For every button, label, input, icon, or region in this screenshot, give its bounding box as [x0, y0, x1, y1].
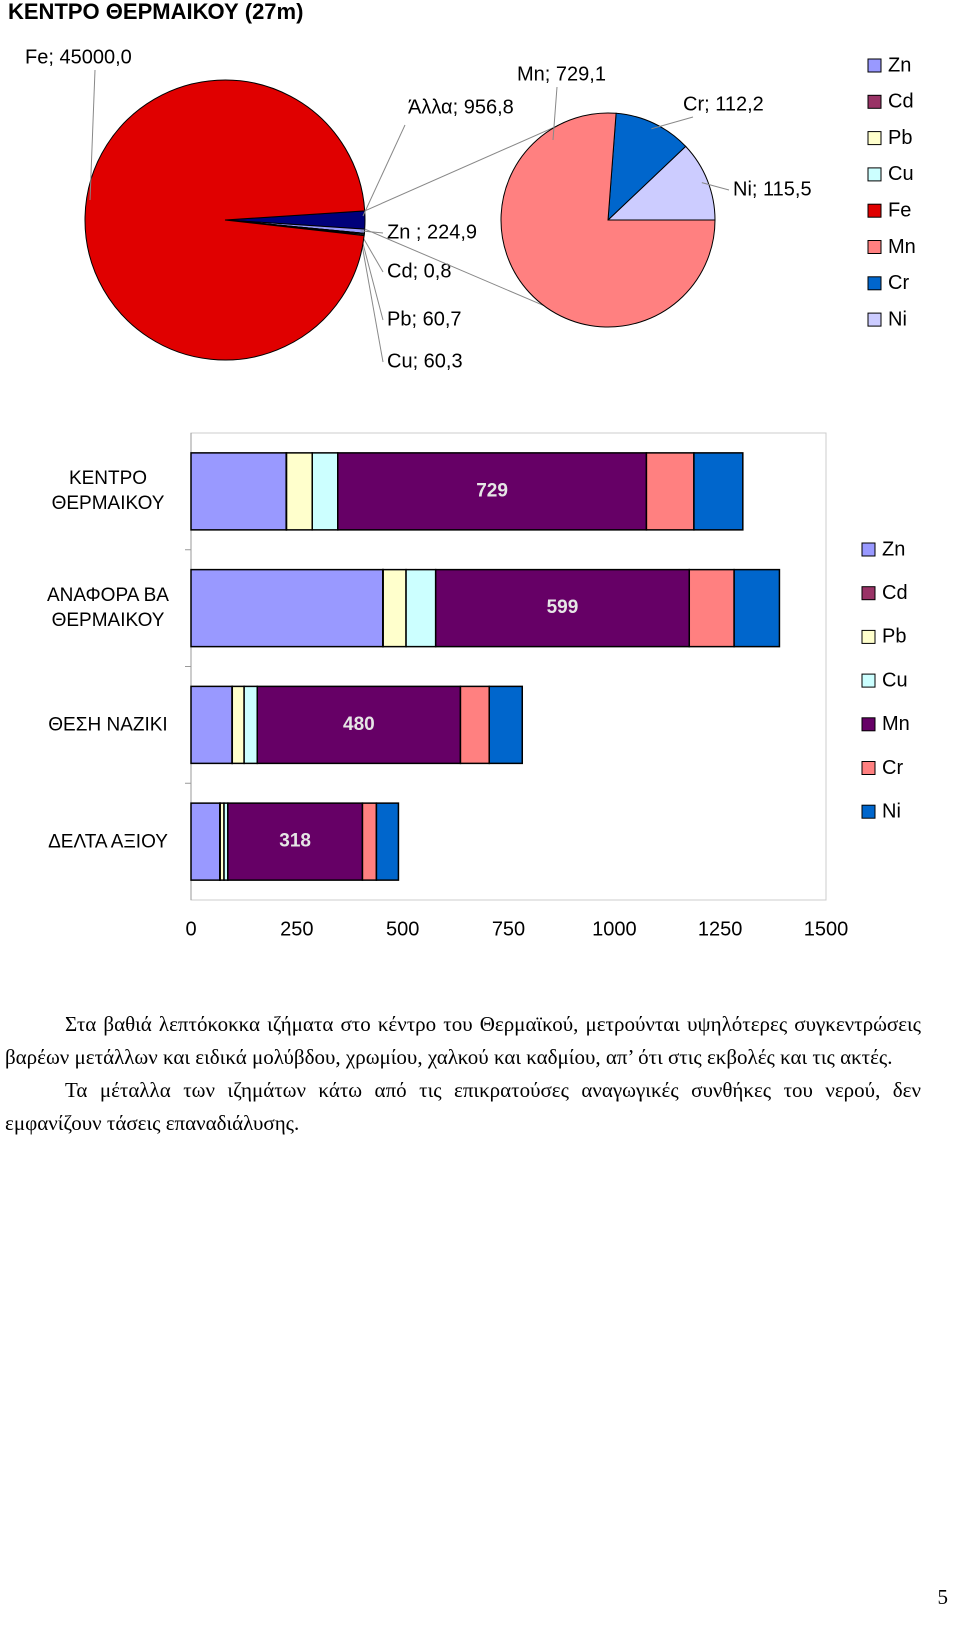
leader-line — [651, 116, 694, 130]
y-tick-label: ΚΕΝΤΡΟ ΘΕΡΜΑΙΚΟΥ — [51, 468, 165, 515]
bar-segment — [256, 685, 462, 765]
legend-swatch — [861, 629, 876, 644]
legend-swatch — [861, 673, 876, 688]
leader-line — [359, 233, 384, 321]
legend-swatch — [867, 312, 882, 327]
bar-segment — [693, 452, 744, 531]
legend-swatch — [861, 717, 876, 732]
legend-swatch — [861, 586, 876, 601]
chart-title: ΚΕΝΤΡΟ ΘΕΡΜΑΙΚΟΥ (27m) — [8, 0, 303, 24]
bar-segment — [243, 685, 259, 765]
leader-line — [364, 228, 544, 307]
bar-segment — [382, 568, 407, 648]
data-label: 480 — [343, 714, 375, 735]
y-tick-label: ΔΕΛΤΑ ΑΞΙΟΥ — [48, 831, 168, 853]
leader-line — [89, 69, 96, 201]
data-label: Mn; 729,1 — [517, 63, 606, 85]
bar-segment — [190, 802, 221, 881]
legend-label: Zn — [888, 54, 911, 76]
legend-swatch — [867, 240, 882, 254]
bar-segment — [337, 452, 648, 531]
body-text: Στα βαθιά λεπτόκοκκα ιζήματα στο κέντρο … — [5, 1008, 921, 1140]
x-tick-label: 0 — [185, 918, 196, 940]
legend-swatch — [861, 761, 876, 775]
bar-segment — [361, 802, 378, 881]
data-label: Cd; 0,8 — [387, 260, 451, 282]
bar-segment — [190, 452, 287, 531]
legend-label: Cd — [888, 91, 914, 113]
legend-swatch — [867, 203, 882, 218]
y-tick-label: ΘΕΣΗ ΝΑΖΙΚΙ — [48, 714, 168, 736]
data-label: Pb; 60,7 — [387, 308, 462, 330]
leader-line — [359, 234, 384, 363]
legend-swatch — [867, 58, 882, 73]
legend-label: Fe — [888, 199, 911, 221]
bar-segment — [375, 802, 400, 881]
x-tick-label: 1500 — [804, 918, 849, 940]
bar-segment — [459, 685, 490, 765]
bar-segment — [645, 452, 695, 531]
legend-label: Cd — [882, 582, 908, 604]
leader-line — [362, 124, 406, 217]
legend-swatch — [861, 804, 876, 819]
legend-label: Cr — [882, 757, 903, 779]
legend-label: Pb — [888, 127, 912, 149]
legend-label: Mn — [882, 713, 910, 735]
data-label: Fe; 45000,0 — [25, 46, 132, 68]
legend-swatch — [861, 542, 876, 557]
legend-label: Mn — [888, 236, 916, 258]
x-tick-label: 1250 — [698, 918, 743, 940]
paragraph: Τα μέταλλα των ιζημάτων κάτω από τις επι… — [5, 1078, 921, 1135]
x-tick-label: 500 — [386, 918, 419, 940]
leader-line — [701, 182, 730, 191]
bar-segment — [285, 452, 313, 531]
legend-swatch — [867, 167, 882, 182]
legend-label: Pb — [882, 626, 906, 648]
legend-label: Ni — [882, 800, 901, 822]
leader-line — [359, 232, 384, 273]
bar-segment — [733, 568, 781, 648]
legend-label: Cr — [888, 272, 909, 294]
legend-label: Ni — [888, 308, 907, 330]
pie-slice — [500, 112, 716, 328]
data-label: Cu; 60,3 — [387, 350, 463, 372]
leader-line — [552, 86, 558, 141]
x-tick-label: 750 — [492, 918, 525, 940]
bar-segment — [231, 685, 245, 765]
page-number: 5 — [937, 1585, 949, 1609]
bar-segment — [434, 568, 691, 648]
bar-segment — [405, 568, 437, 648]
x-tick-label: 1000 — [592, 918, 637, 940]
bar-segment — [688, 568, 735, 648]
legend-label: Zn — [882, 538, 905, 560]
data-label: 599 — [547, 597, 579, 618]
paragraph: Στα βαθιά λεπτόκοκκα ιζήματα στο κέντρο … — [5, 1012, 921, 1069]
data-label: Ni; 115,5 — [733, 178, 812, 200]
data-label: Cr; 112,2 — [683, 93, 764, 115]
pie-slice — [84, 79, 366, 361]
data-label: 729 — [476, 480, 508, 501]
pie-slice — [606, 145, 716, 221]
legend-label: Cu — [882, 669, 908, 691]
data-label: 318 — [279, 831, 311, 852]
data-label: Άλλα; 956,8 — [408, 96, 514, 118]
legend-swatch — [867, 276, 882, 291]
x-tick-label: 250 — [280, 918, 313, 940]
bar-segment — [190, 685, 233, 765]
legend-swatch — [867, 94, 882, 109]
bar-segment — [190, 568, 384, 648]
y-tick-label: ΑΝΑΦΟΡΑ ΒΑ ΘΕΡΜΑΙΚΟΥ — [47, 585, 169, 632]
data-label: Zn ; 224,9 — [387, 221, 477, 243]
legend-swatch — [867, 131, 882, 146]
bar-segment — [488, 685, 524, 765]
bar-segment — [311, 452, 339, 531]
bar-segment — [227, 802, 364, 881]
legend-label: Cu — [888, 163, 914, 185]
pie-slice — [607, 112, 687, 222]
leader-line — [364, 124, 561, 212]
